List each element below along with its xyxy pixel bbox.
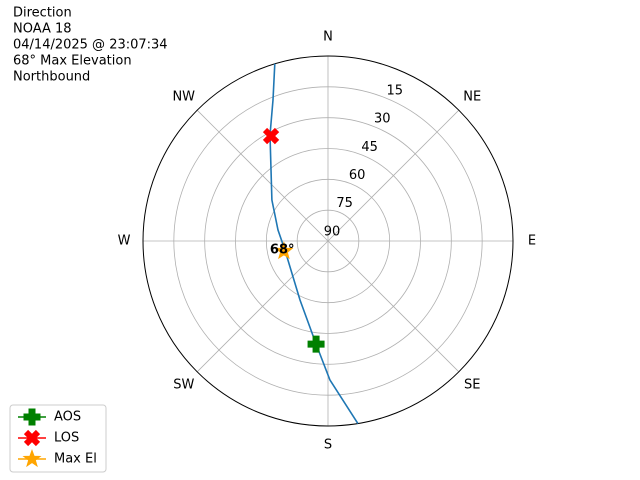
theta-tick-label: SW [173, 378, 194, 393]
title-line: 04/14/2025 @ 23:07:34 [13, 38, 168, 53]
r-tick-label: 45 [361, 140, 378, 155]
theta-tick-label: S [324, 438, 332, 453]
title-line: Direction [13, 6, 72, 21]
polar-frame [142, 55, 514, 427]
marker-star [274, 241, 294, 260]
grid-spoke [196, 240, 329, 373]
legend-marker [23, 429, 41, 447]
grid-spoke [327, 240, 460, 373]
theta-tick-label: NW [172, 89, 195, 104]
r-tick-label: 15 [386, 84, 403, 99]
theta-tick-label: W [118, 234, 131, 249]
grid-spoke [196, 109, 329, 242]
marker-x [262, 127, 280, 145]
r-tick-label: 75 [336, 196, 353, 211]
annotation: 68° [270, 243, 295, 258]
legend-label: Max El [54, 452, 97, 467]
title-line: NOAA 18 [13, 22, 72, 37]
track-line [269, 63, 359, 425]
title-line: 68° Max Elevation [13, 54, 132, 69]
legend-marker [23, 408, 41, 426]
legend-label: AOS [54, 410, 81, 425]
r-tick-label: 30 [374, 112, 391, 127]
legend-marker [22, 449, 42, 468]
theta-tick-label: NE [463, 89, 481, 104]
theta-tick-label: SE [464, 378, 480, 393]
marker-plus [307, 335, 325, 353]
title-line: Northbound [13, 70, 90, 85]
grid-spoke [327, 109, 460, 242]
r-tick-label: 60 [349, 168, 366, 183]
theta-tick-label: N [323, 30, 333, 45]
legend-label: LOS [54, 431, 79, 446]
theta-tick-label: E [528, 234, 536, 249]
r-tick-label: 90 [324, 224, 341, 239]
